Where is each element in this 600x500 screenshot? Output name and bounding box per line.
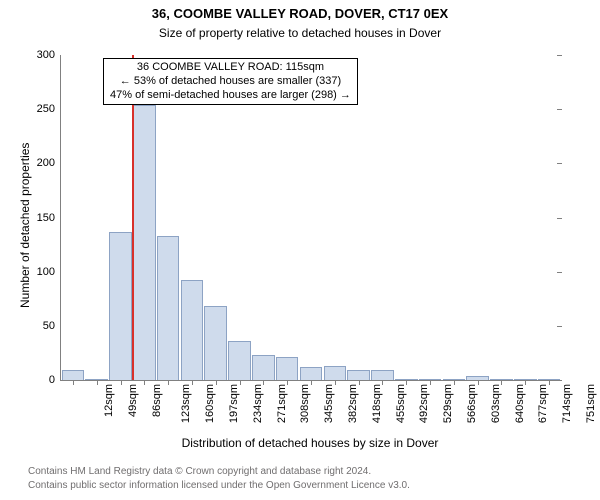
x-tick-mark (73, 380, 74, 385)
y-tick-label: 250 (37, 103, 61, 115)
x-tick-mark (121, 380, 122, 385)
x-tick-mark (240, 380, 241, 385)
info-line-2: ← 53% of detached houses are smaller (33… (110, 75, 351, 89)
x-tick-mark (97, 380, 98, 385)
y-tick-label: 150 (37, 212, 61, 224)
x-tick-mark (478, 380, 479, 385)
y-tick-label: 300 (37, 49, 61, 61)
info-box: 36 COOMBE VALLEY ROAD: 115sqm ← 53% of d… (103, 58, 358, 105)
bar (133, 105, 156, 380)
x-tick-label: 529sqm (442, 384, 454, 423)
y-tick-label: 200 (37, 157, 61, 169)
bar (300, 367, 323, 380)
x-tick-mark (501, 380, 502, 385)
chart-subtitle: Size of property relative to detached ho… (0, 26, 600, 40)
x-tick-mark (192, 380, 193, 385)
info-line-1: 36 COOMBE VALLEY ROAD: 115sqm (110, 61, 351, 75)
x-tick-label: 12sqm (103, 384, 115, 417)
y-tick-mark (557, 163, 562, 164)
bar (157, 236, 180, 380)
chart-title: 36, COOMBE VALLEY ROAD, DOVER, CT17 0EX (0, 6, 600, 21)
bar (109, 232, 132, 380)
y-tick-mark (557, 272, 562, 273)
x-tick-label: 382sqm (347, 384, 359, 423)
x-tick-label: 714sqm (561, 384, 573, 423)
x-tick-mark (382, 380, 383, 385)
x-tick-label: 271sqm (276, 384, 288, 423)
bar (181, 280, 204, 380)
y-tick-label: 100 (37, 266, 61, 278)
y-axis-label: Number of detached properties (18, 142, 32, 307)
x-tick-mark (287, 380, 288, 385)
x-tick-mark (216, 380, 217, 385)
x-tick-mark (335, 380, 336, 385)
chart-plot-area: 36 COOMBE VALLEY ROAD: 115sqm ← 53% of d… (60, 55, 561, 381)
x-tick-label: 345sqm (323, 384, 335, 423)
x-tick-mark (359, 380, 360, 385)
x-tick-mark (454, 380, 455, 385)
info-line-3: 47% of semi-detached houses are larger (… (110, 89, 351, 103)
bar (347, 370, 370, 380)
x-tick-mark (144, 380, 145, 385)
x-tick-mark (263, 380, 264, 385)
x-tick-label: 603sqm (490, 384, 502, 423)
x-tick-label: 86sqm (151, 384, 163, 417)
y-tick-mark (557, 326, 562, 327)
x-tick-label: 677sqm (538, 384, 550, 423)
x-axis-label: Distribution of detached houses by size … (60, 436, 560, 450)
bar (228, 341, 251, 380)
x-tick-label: 308sqm (300, 384, 312, 423)
bar (204, 306, 227, 380)
x-tick-label: 197sqm (228, 384, 240, 423)
x-tick-mark (525, 380, 526, 385)
x-tick-label: 160sqm (204, 384, 216, 423)
y-tick-mark (557, 380, 562, 381)
bar (252, 355, 275, 380)
y-tick-label: 50 (43, 320, 61, 332)
y-tick-mark (557, 218, 562, 219)
footer-line-1: Contains HM Land Registry data © Crown c… (28, 466, 371, 477)
bar (62, 370, 85, 380)
x-tick-mark (549, 380, 550, 385)
bar (276, 357, 299, 380)
footer-line-2: Contains public sector information licen… (28, 480, 410, 491)
x-tick-mark (430, 380, 431, 385)
x-tick-mark (311, 380, 312, 385)
y-tick-mark (557, 109, 562, 110)
x-tick-label: 566sqm (466, 384, 478, 423)
y-tick-mark (557, 55, 562, 56)
x-tick-label: 640sqm (514, 384, 526, 423)
x-tick-label: 418sqm (371, 384, 383, 423)
x-tick-mark (406, 380, 407, 385)
x-tick-label: 455sqm (395, 384, 407, 423)
x-tick-mark (168, 380, 169, 385)
x-tick-label: 123sqm (180, 384, 192, 423)
bar (371, 370, 394, 380)
x-tick-label: 49sqm (127, 384, 139, 417)
x-tick-label: 492sqm (419, 384, 431, 423)
x-tick-label: 751sqm (585, 384, 597, 423)
y-tick-label: 0 (49, 374, 61, 386)
x-tick-label: 234sqm (252, 384, 264, 423)
bar (324, 366, 347, 380)
